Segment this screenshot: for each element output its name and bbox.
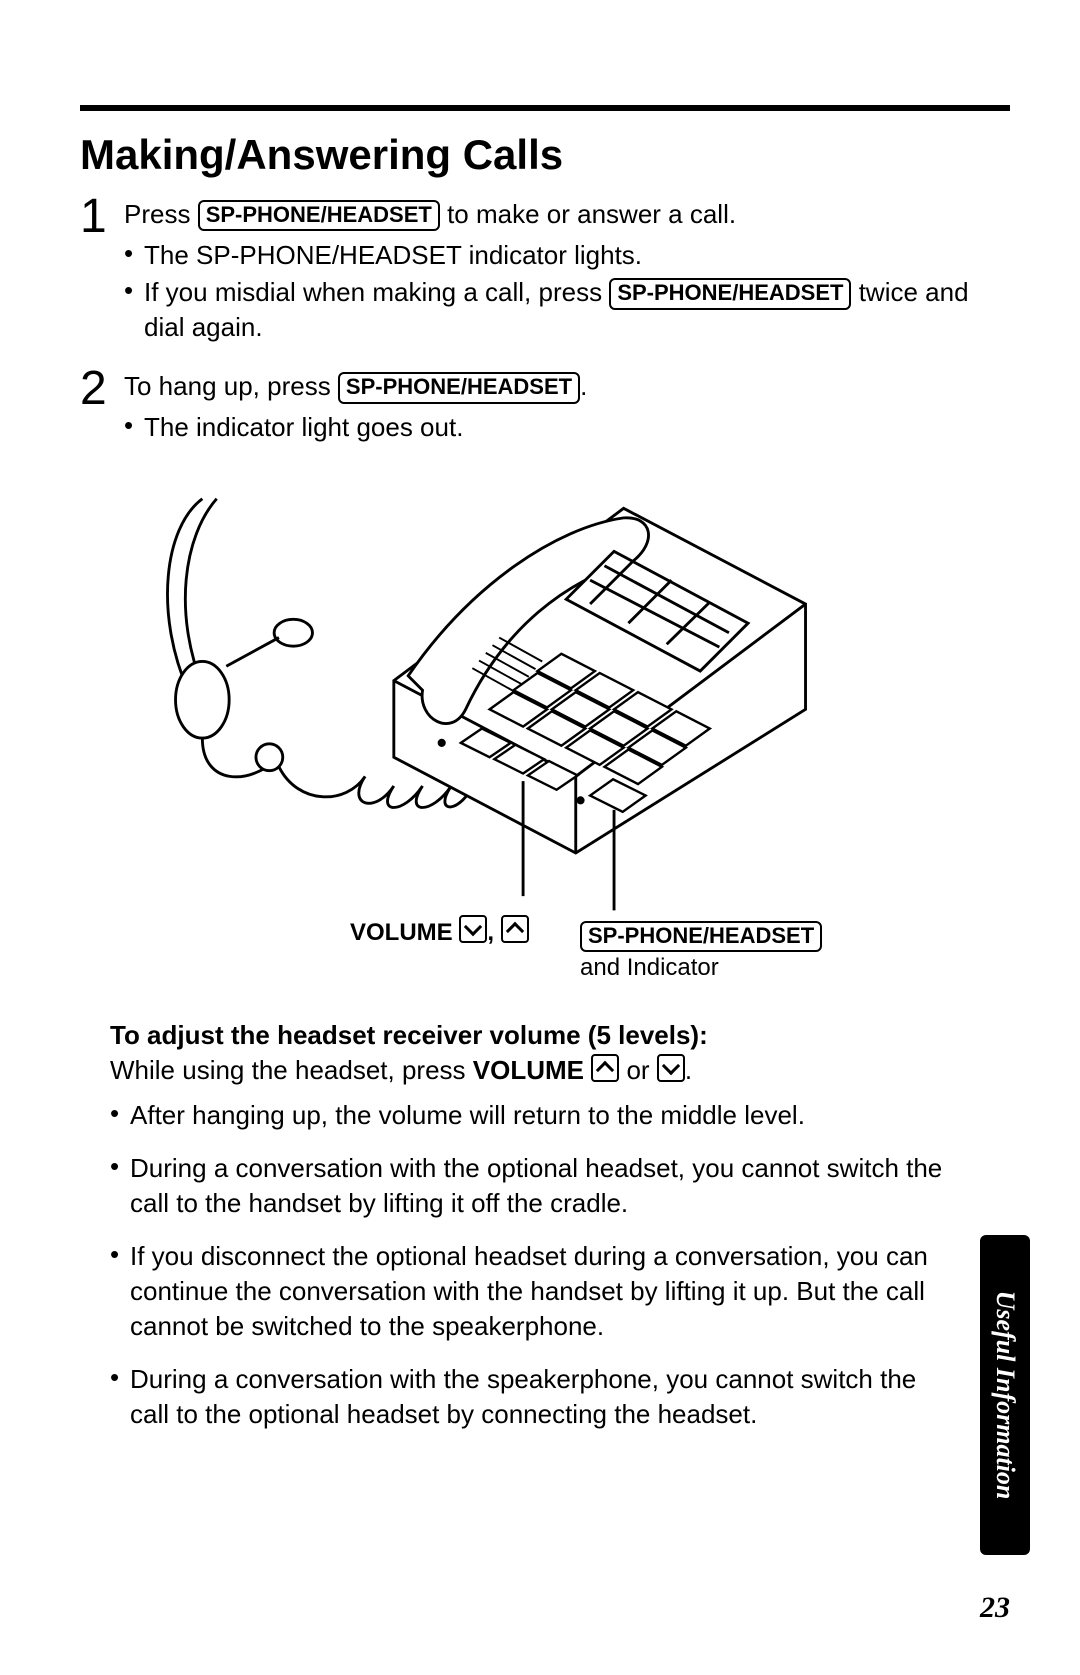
volume-label: VOLUME xyxy=(473,1055,584,1085)
adjust-bullets: After hanging up, the volume will return… xyxy=(110,1098,960,1133)
bullet: During a conversation with the optional … xyxy=(110,1151,960,1221)
bullet-text: The SP-PHONE/HEADSET indicator lights. xyxy=(144,240,642,270)
top-rule xyxy=(80,105,1010,111)
chevron-up-icon xyxy=(501,915,529,943)
bullet: After hanging up, the volume will return… xyxy=(110,1098,960,1133)
section-tab-label: Useful Information xyxy=(990,1291,1020,1500)
bullet-text: The indicator light goes out. xyxy=(144,412,463,442)
bullet: The indicator light goes out. xyxy=(124,410,1010,445)
volume-adjust-section: To adjust the headset receiver volume (5… xyxy=(110,1018,960,1433)
page-title: Making/Answering Calls xyxy=(80,131,1010,179)
step-text: Press xyxy=(124,199,198,229)
adjust-text: . xyxy=(685,1055,692,1085)
steps-list: 1 Press SP-PHONE/HEADSET to make or answ… xyxy=(80,197,1010,448)
callout-sub: and Indicator xyxy=(580,954,822,982)
illustration-callouts: VOLUME , SP-PHONE/HEADSET and Indicator xyxy=(120,915,1010,1000)
chevron-up-icon xyxy=(591,1054,619,1082)
bullet-text: After hanging up, the volume will return… xyxy=(130,1100,805,1130)
sp-phone-headset-key: SP-PHONE/HEADSET xyxy=(338,372,580,403)
section-tab: Useful Information xyxy=(980,1235,1030,1555)
step-number: 2 xyxy=(80,369,124,447)
volume-label: VOLUME xyxy=(350,919,453,946)
notes-bullets: During a conversation with the optional … xyxy=(110,1151,960,1433)
step-bullets: The indicator light goes out. xyxy=(124,410,1010,445)
adjust-text: While using the headset, press xyxy=(110,1055,473,1085)
sp-phone-headset-key: SP-PHONE/HEADSET xyxy=(580,921,822,952)
illustration xyxy=(120,470,1010,925)
sp-phone-callout: SP-PHONE/HEADSET and Indicator xyxy=(580,921,822,982)
bullet: If you misdial when making a call, press… xyxy=(124,275,1010,345)
sp-phone-headset-key: SP-PHONE/HEADSET xyxy=(198,200,440,231)
manual-page: Making/Answering Calls 1 Press SP-PHONE/… xyxy=(0,0,1080,1675)
step-number: 1 xyxy=(80,197,124,347)
chevron-down-icon xyxy=(459,915,487,943)
adjust-line: While using the headset, press VOLUME or… xyxy=(110,1053,960,1088)
bullet-text: During a conversation with the optional … xyxy=(130,1153,942,1218)
step-body: To hang up, press SP-PHONE/HEADSET. The … xyxy=(124,369,1010,447)
step-bullets: The SP-PHONE/HEADSET indicator lights. I… xyxy=(124,238,1010,345)
step-text: . xyxy=(580,371,587,401)
sp-phone-headset-key: SP-PHONE/HEADSET xyxy=(609,278,851,309)
bullet: The SP-PHONE/HEADSET indicator lights. xyxy=(124,238,1010,273)
phone-headset-illustration xyxy=(120,470,840,920)
bullet-text: During a conversation with the speakerph… xyxy=(130,1364,916,1429)
adjust-heading: To adjust the headset receiver volume (5… xyxy=(110,1018,960,1053)
step-2: 2 To hang up, press SP-PHONE/HEADSET. Th… xyxy=(80,369,1010,447)
step-text: to make or answer a call. xyxy=(440,199,736,229)
bullet-text: If you disconnect the optional headset d… xyxy=(130,1241,928,1341)
chevron-down-icon xyxy=(657,1054,685,1082)
bullet: During a conversation with the speakerph… xyxy=(110,1362,960,1432)
step-text: To hang up, press xyxy=(124,371,338,401)
step-1: 1 Press SP-PHONE/HEADSET to make or answ… xyxy=(80,197,1010,347)
volume-callout: VOLUME , xyxy=(350,915,529,947)
page-number: 23 xyxy=(980,1591,1010,1625)
bullet-text: If you misdial when making a call, press xyxy=(144,277,609,307)
bullet: If you disconnect the optional headset d… xyxy=(110,1239,960,1344)
adjust-text: or xyxy=(619,1055,657,1085)
step-body: Press SP-PHONE/HEADSET to make or answer… xyxy=(124,197,1010,347)
